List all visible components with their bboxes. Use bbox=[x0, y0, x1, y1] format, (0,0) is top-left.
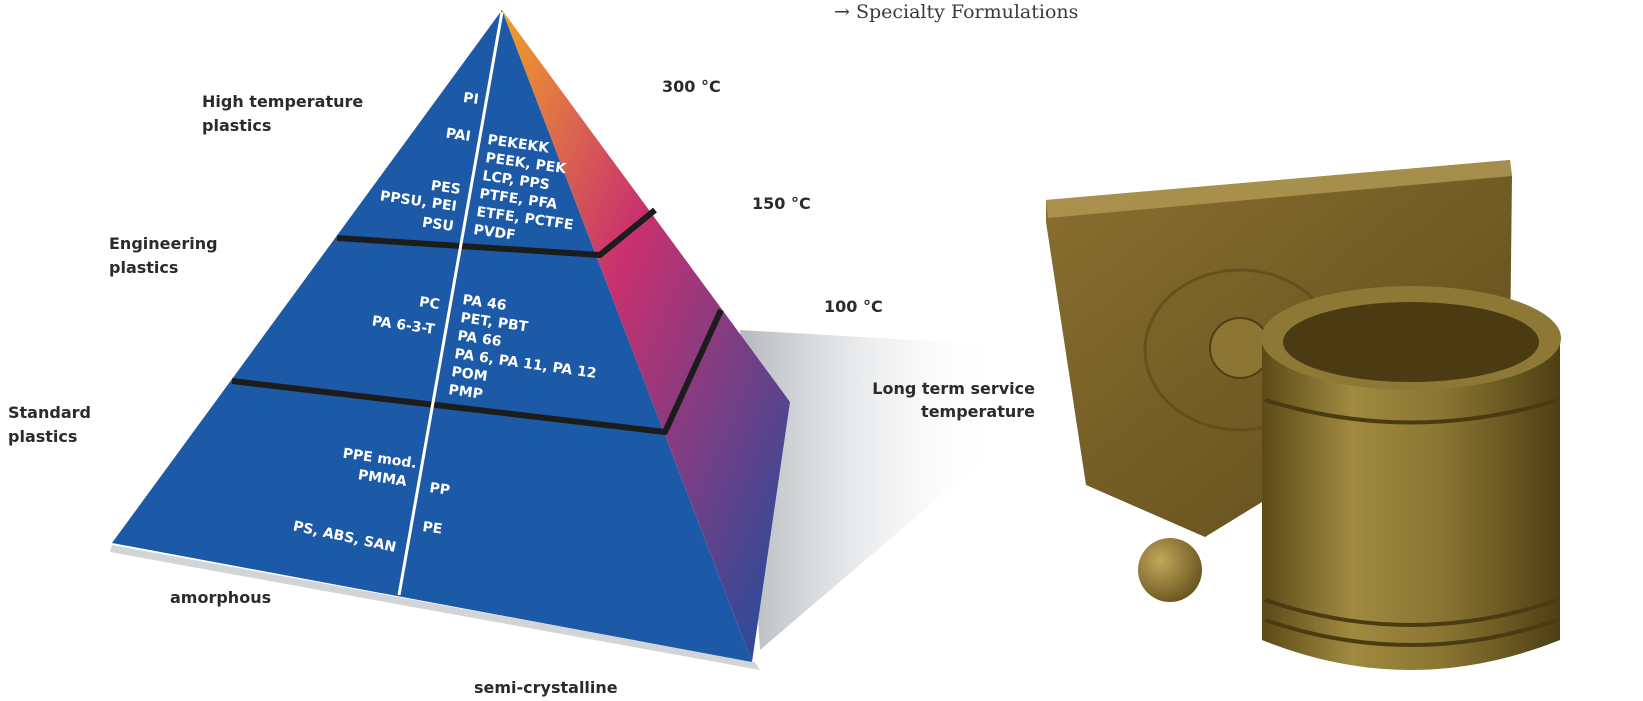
cup-thread bbox=[1264, 598, 1559, 627]
material-label: POM bbox=[450, 364, 488, 385]
molded-parts-photo bbox=[1046, 160, 1561, 670]
temperature-300: 300 °C bbox=[662, 77, 721, 96]
material-label: PE bbox=[421, 519, 443, 538]
category-line: Engineering bbox=[109, 234, 218, 253]
plate-boss bbox=[1209, 317, 1271, 379]
material-label: PES bbox=[430, 178, 462, 198]
link-label: Specialty Formulations bbox=[855, 1, 1079, 23]
category-line: plastics bbox=[8, 427, 78, 446]
material-label: PSU bbox=[421, 215, 455, 235]
category-standard: Standard plastics bbox=[8, 401, 91, 449]
material-label: PMP bbox=[447, 382, 483, 403]
material-label: PAI bbox=[445, 126, 472, 145]
category-line: Standard bbox=[8, 403, 91, 422]
axis-amorphous: amorphous bbox=[170, 588, 272, 607]
cup-body bbox=[1262, 338, 1560, 670]
material-label: PMMA bbox=[357, 467, 408, 490]
ground-shadow bbox=[110, 545, 760, 670]
cup-opening bbox=[1283, 302, 1539, 382]
category-high-temperature: High temperature plastics bbox=[202, 90, 363, 138]
material-label: PC bbox=[418, 294, 441, 313]
material-label: PA 66 bbox=[456, 328, 502, 350]
pyramid-front-face bbox=[112, 10, 752, 662]
cup-thread bbox=[1264, 618, 1559, 647]
material-label: PVDF bbox=[472, 222, 516, 244]
axis-semi-crystalline: semi-crystalline bbox=[474, 678, 618, 697]
arrow-right-icon: → bbox=[834, 1, 850, 23]
materials-standard-semi: PP PE bbox=[421, 480, 451, 538]
service-temperature-label: Long term service temperature bbox=[855, 377, 1035, 423]
temperature-150: 150 °C bbox=[752, 194, 811, 213]
pyramid-shadow bbox=[740, 330, 1000, 650]
category-line: High temperature bbox=[202, 92, 364, 111]
temperature-100: 100 °C bbox=[824, 297, 883, 316]
tier-band-upper bbox=[336, 207, 657, 258]
pyramid-side-face bbox=[502, 10, 790, 662]
tier-band-lower bbox=[231, 308, 724, 435]
category-line: plastics bbox=[109, 258, 179, 277]
category-engineering: Engineering plastics bbox=[109, 232, 218, 280]
class-divider-line bbox=[397, 11, 504, 596]
service-label-line: Long term service bbox=[872, 379, 1035, 398]
service-label-line: temperature bbox=[921, 402, 1035, 421]
cup-thread bbox=[1264, 398, 1559, 425]
material-label: PP bbox=[428, 480, 451, 499]
specialty-formulations-link[interactable]: → Specialty Formulations bbox=[834, 1, 1078, 23]
plate-top-edge bbox=[1046, 160, 1512, 218]
category-line: plastics bbox=[202, 116, 272, 135]
material-label: PI bbox=[462, 90, 480, 108]
material-label: PA 46 bbox=[461, 292, 507, 314]
ball-part bbox=[1138, 538, 1202, 602]
